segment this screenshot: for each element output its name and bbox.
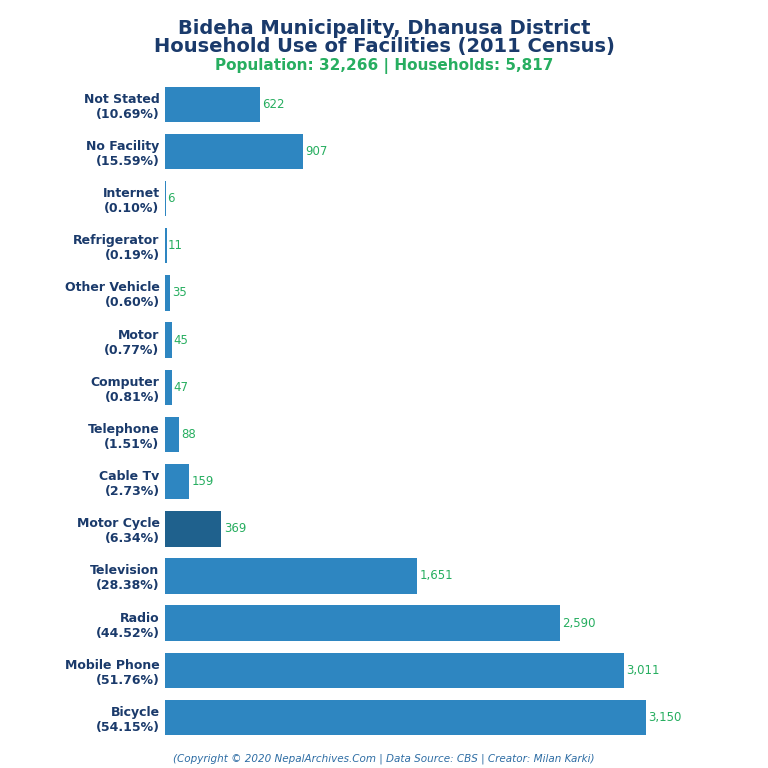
Bar: [165, 323, 172, 358]
Bar: [165, 228, 167, 263]
Text: 2,590: 2,590: [562, 617, 596, 630]
Bar: [165, 181, 166, 217]
Text: Bideha Municipality, Dhanusa District: Bideha Municipality, Dhanusa District: [177, 19, 591, 38]
Bar: [165, 417, 178, 452]
Text: 3,011: 3,011: [627, 664, 660, 677]
Bar: [165, 653, 624, 688]
Text: Household Use of Facilities (2011 Census): Household Use of Facilities (2011 Census…: [154, 37, 614, 56]
Text: 369: 369: [223, 522, 246, 535]
Text: 1,651: 1,651: [419, 570, 453, 582]
Text: 47: 47: [174, 381, 188, 394]
Text: 907: 907: [306, 145, 328, 158]
Bar: [165, 134, 303, 169]
Text: 6: 6: [167, 192, 175, 205]
Bar: [165, 87, 260, 122]
Text: 3,150: 3,150: [647, 711, 681, 724]
Text: 45: 45: [174, 333, 188, 346]
Bar: [165, 605, 560, 641]
Bar: [165, 275, 170, 310]
Bar: [165, 558, 417, 594]
Text: 11: 11: [168, 240, 183, 252]
Bar: [165, 700, 646, 735]
Text: 159: 159: [192, 475, 214, 488]
Text: 622: 622: [262, 98, 285, 111]
Bar: [165, 511, 221, 547]
Bar: [165, 464, 190, 499]
Text: Population: 32,266 | Households: 5,817: Population: 32,266 | Households: 5,817: [215, 58, 553, 74]
Text: (Copyright © 2020 NepalArchives.Com | Data Source: CBS | Creator: Milan Karki): (Copyright © 2020 NepalArchives.Com | Da…: [174, 753, 594, 764]
Text: 35: 35: [172, 286, 187, 300]
Bar: [165, 369, 172, 405]
Text: 88: 88: [180, 428, 196, 441]
